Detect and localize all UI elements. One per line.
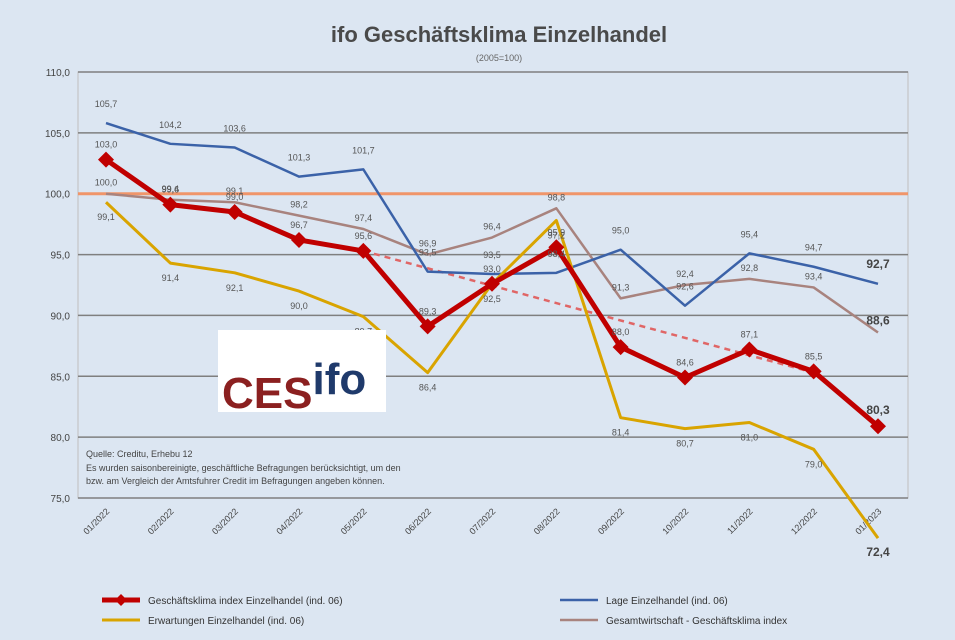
data-point-marker	[484, 275, 500, 292]
data-label: 92,1	[226, 283, 244, 293]
data-point-marker	[355, 242, 372, 259]
y-axis: 75,0 80,0 85,0 90,0 95,0 100,0 105,0 110,0	[45, 68, 70, 505]
data-label: 88,6	[866, 313, 890, 327]
data-label: 99,0	[226, 192, 244, 202]
data-label: 103,6	[223, 123, 246, 133]
data-point-marker	[162, 196, 179, 213]
series-line-gesamtwirtschaft-gesch-ftsklim	[105, 192, 879, 334]
legend-label: Erwartungen Einzelhandel (ind. 06)	[148, 616, 304, 627]
data-label: 84,6	[676, 358, 694, 368]
series-line-lage-einzelhandel-ind-06	[105, 121, 879, 307]
data-label: 93,5	[419, 248, 437, 258]
data-label: 81,0	[741, 433, 759, 443]
source-line-2: Es wurden saisonbereinigte, geschäftlich…	[86, 463, 401, 473]
y-tick-label: 80,0	[51, 433, 71, 444]
source-line-3: bzw. am Vergleich der Amtsfuhrer Credit …	[86, 476, 385, 486]
data-label: 95,0	[612, 226, 630, 236]
data-label: 98,8	[548, 192, 566, 202]
data-point-marker	[548, 239, 565, 256]
data-label: 101,7	[352, 145, 375, 155]
data-label: 93,0	[483, 264, 501, 274]
data-label: 96,7	[290, 220, 308, 230]
data-label: 96,9	[419, 239, 437, 249]
data-label: 99,6	[162, 185, 180, 195]
data-label: 97,2	[548, 230, 566, 240]
legend-label: Lage Einzelhandel (ind. 06)	[606, 596, 728, 607]
data-point-marker	[805, 363, 822, 380]
source-line-1: Quelle: Creditu, Erhebu 12	[86, 449, 193, 459]
chart-subtitle: (2005=100)	[476, 53, 522, 63]
data-label: 88,0	[612, 327, 630, 337]
data-label: 103,0	[95, 140, 118, 150]
cesifo-logo: CESifo	[218, 330, 386, 418]
data-labels: 103,0 99,6 99,0 96,7 95,6 89,3 93,0 95,9 88,0 84,…	[95, 99, 890, 559]
legend-marker	[115, 594, 127, 606]
data-label: 96,4	[483, 222, 501, 232]
data-point-marker	[870, 418, 886, 435]
data-label: 98,4	[548, 249, 566, 259]
legend-label: Geschäftsklima index Einzelhandel (ind. …	[148, 596, 343, 607]
data-label: 104,2	[159, 120, 182, 130]
data-label: 92,4	[676, 269, 694, 279]
data-label: 90,0	[290, 301, 308, 311]
data-label: 89,3	[419, 306, 437, 316]
y-tick-label: 105,0	[45, 129, 70, 140]
data-label: 81,4	[612, 428, 630, 438]
data-label: 99,4	[162, 184, 180, 194]
y-tick-label: 100,0	[45, 190, 70, 201]
data-label: 91,3	[612, 282, 630, 292]
data-label: 94,7	[805, 243, 823, 253]
data-label: 95,6	[355, 231, 373, 241]
data-point-marker	[291, 231, 307, 248]
data-point-marker	[419, 318, 436, 335]
data-label: 95,9	[548, 227, 566, 237]
data-label: 79,0	[805, 459, 823, 469]
data-point-marker	[226, 203, 243, 220]
data-label: 92,5	[483, 294, 501, 304]
y-tick-label: 95,0	[51, 251, 71, 262]
y-tick-label: 110,0	[46, 68, 71, 79]
data-point-marker	[98, 151, 114, 168]
data-label: 93,4	[805, 271, 823, 281]
data-point-marker	[677, 369, 693, 386]
data-label: 101,3	[288, 153, 311, 163]
data-label: 105,7	[95, 99, 118, 109]
data-label: 92,6	[676, 282, 694, 292]
data-label: 85,5	[805, 351, 823, 361]
legend-label: Gesamtwirtschaft - Geschäftsklima index	[606, 616, 787, 627]
data-label: 98,2	[290, 200, 308, 210]
data-label: 95,4	[741, 229, 759, 239]
data-label: 91,4	[162, 273, 180, 283]
source-note: Quelle: Creditu, Erhebu 12 Es wurden sai…	[86, 449, 401, 486]
data-point-marker	[612, 339, 629, 356]
data-label: 100,0	[95, 178, 118, 188]
data-label: 93,5	[483, 250, 501, 260]
data-label: 86,4	[419, 383, 437, 393]
chart-title: ifo Geschäftsklima Einzelhandel	[331, 22, 667, 47]
y-tick-label: 90,0	[51, 311, 71, 322]
data-point-marker	[741, 341, 758, 358]
data-label: 99,1	[97, 212, 115, 222]
data-label: 92,8	[741, 263, 759, 273]
series-lines	[98, 121, 886, 540]
data-label: 87,1	[741, 330, 759, 340]
data-label: 80,3	[866, 403, 890, 417]
legend: Geschäftsklima index Einzelhandel (ind. …	[102, 594, 787, 627]
data-label: 97,4	[355, 213, 373, 223]
y-tick-label: 85,0	[51, 372, 71, 383]
logo-background	[218, 330, 386, 412]
data-label: 80,7	[676, 439, 694, 449]
data-label: 72,4	[866, 545, 890, 559]
data-label: 92,7	[866, 257, 890, 271]
y-tick-label: 75,0	[51, 494, 71, 505]
data-label: 99,1	[226, 186, 244, 196]
